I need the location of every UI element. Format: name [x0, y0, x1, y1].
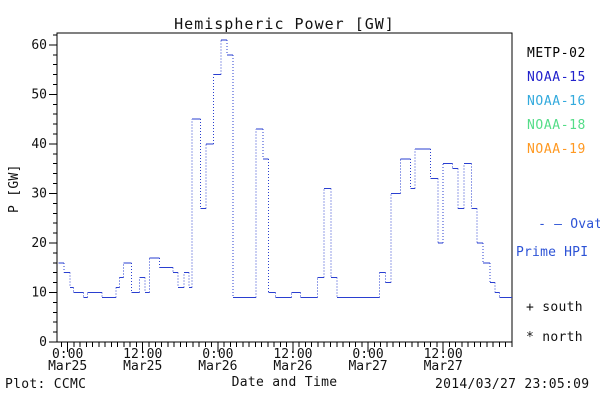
legend-item-noaa-15: NOAA-15 — [527, 70, 586, 85]
plot-border — [56, 32, 513, 343]
x-tick-time-label: 0:00 — [52, 347, 83, 362]
north-marker-key: * north — [526, 330, 583, 345]
x-tick-date-label: Mar25 — [123, 359, 162, 374]
chart-title: Hemispheric Power [GW] — [174, 15, 395, 33]
x-tick-time-label: 12:00 — [273, 347, 312, 362]
plot-credit: Plot: CCMC — [5, 377, 87, 392]
south-marker-key: + south — [526, 300, 583, 315]
legend-item-noaa-16: NOAA-16 — [527, 94, 586, 109]
y-tick-label: 30 — [31, 186, 47, 201]
y-tick-label: 10 — [31, 285, 47, 300]
y-tick-label: 0 — [39, 335, 47, 350]
y-tick-label: 20 — [31, 236, 47, 251]
y-tick-label: 40 — [31, 137, 47, 152]
x-tick-time-label: 12:00 — [424, 347, 463, 362]
ovation-dash-icon: - — Ovation — [538, 217, 600, 232]
x-tick-date-label: Mar27 — [348, 359, 387, 374]
x-tick-time-label: 0:00 — [352, 347, 383, 362]
legend-item-noaa-19: NOAA-19 — [527, 142, 586, 157]
ovation-label-line2: Prime HPI — [516, 245, 589, 260]
x-tick-date-label: Mar26 — [198, 359, 237, 374]
legend-item-metp-02: METP-02 — [527, 46, 586, 61]
y-axis-label: P [GW] — [7, 164, 22, 213]
x-tick-date-label: Mar26 — [273, 359, 312, 374]
x-tick-date-label: Mar25 — [48, 359, 87, 374]
y-tick-label: 60 — [31, 38, 47, 53]
x-tick-time-label: 12:00 — [123, 347, 162, 362]
legend-item-noaa-18: NOAA-18 — [527, 118, 586, 133]
plot-timestamp: 2014/03/27 23:05:09 — [435, 377, 590, 392]
x-tick-time-label: 0:00 — [202, 347, 233, 362]
x-tick-date-label: Mar27 — [424, 359, 463, 374]
y-tick-label: 50 — [31, 87, 47, 102]
ovation-prime-hpi-legend: - — Ovation Prime HPI — [506, 204, 600, 288]
x-axis-label: Date and Time — [231, 375, 338, 390]
